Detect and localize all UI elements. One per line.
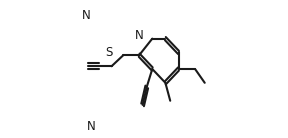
Text: N: N xyxy=(86,120,95,133)
Text: S: S xyxy=(105,46,113,59)
Text: N: N xyxy=(82,9,91,22)
Text: N: N xyxy=(135,29,143,42)
